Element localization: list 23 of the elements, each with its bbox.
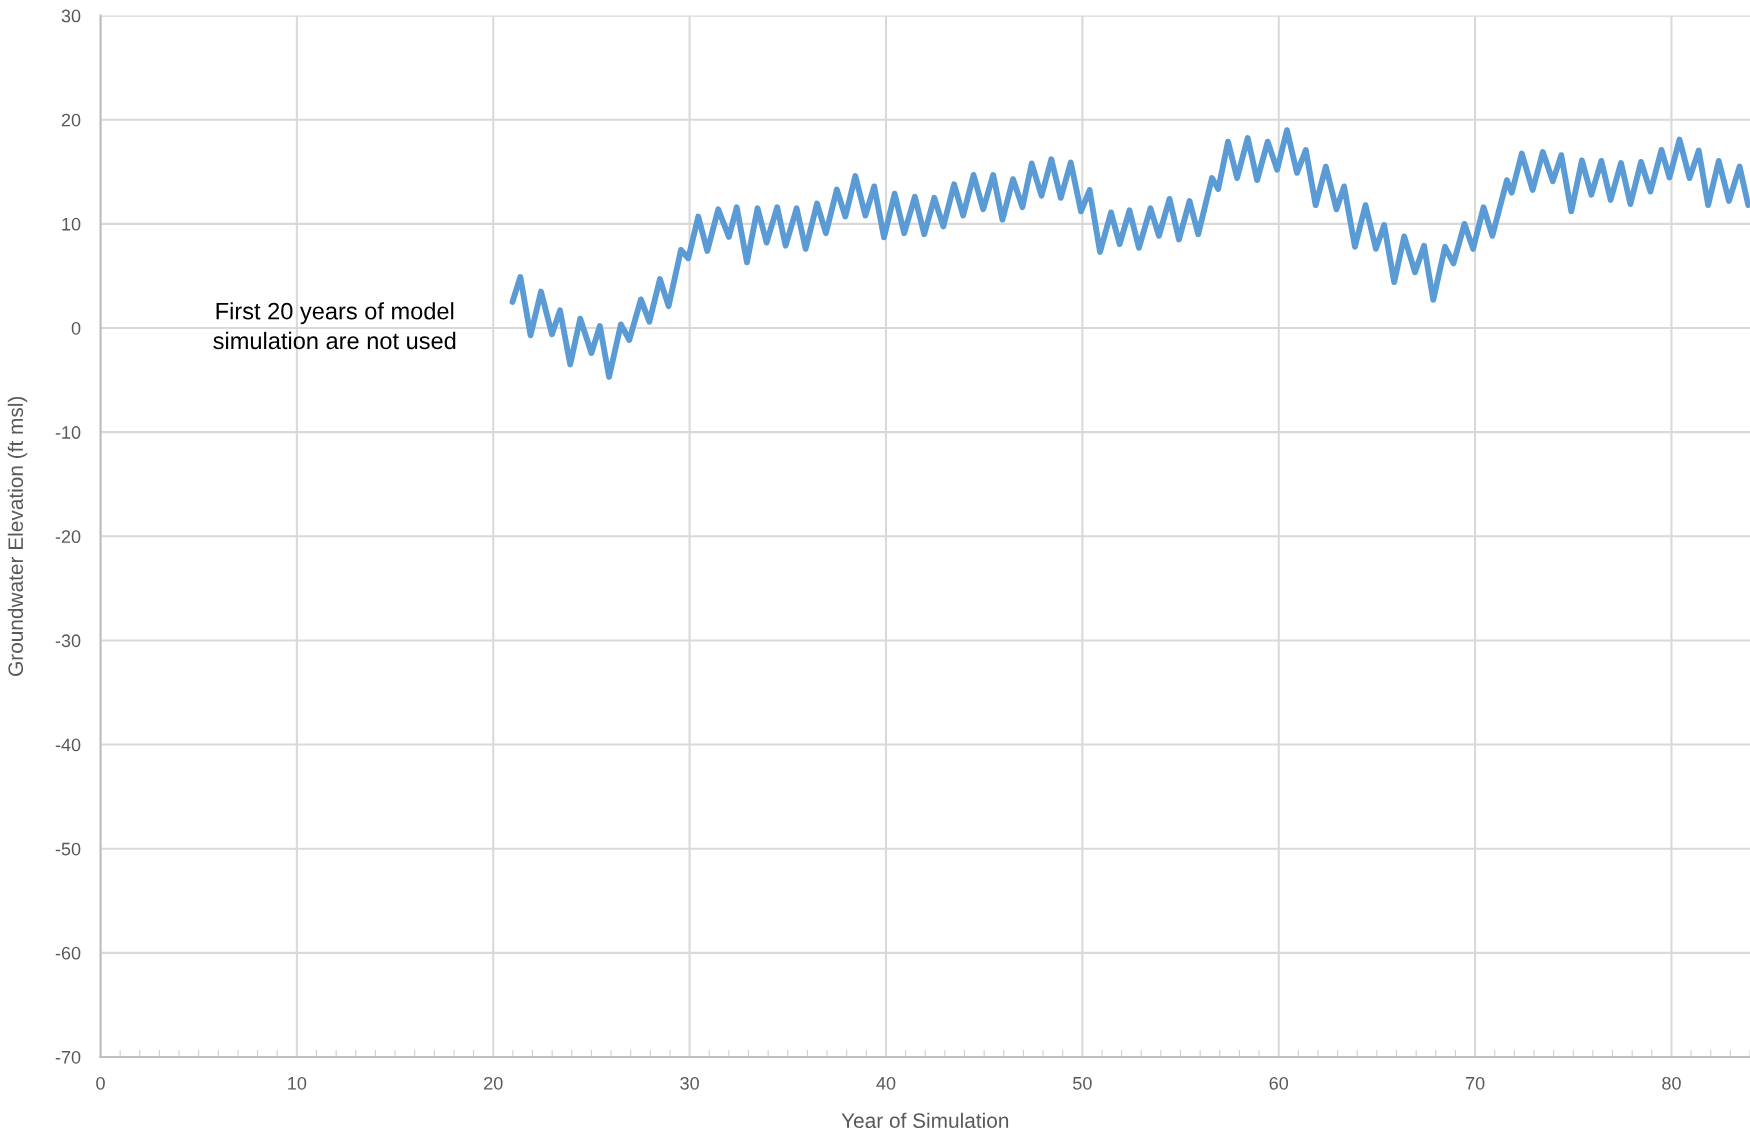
y-tick-label: -40	[55, 738, 81, 752]
y-tick-label: 10	[62, 217, 81, 231]
x-tick-label: 50	[1073, 1076, 1092, 1090]
y-axis-title: Groundwater Elevation (ft msl)	[7, 396, 28, 676]
x-tick-label: 0	[96, 1076, 105, 1090]
x-tick-label: 40	[876, 1076, 896, 1090]
y-tick-label: -60	[55, 946, 81, 960]
y-tick-label: -20	[55, 530, 81, 544]
y-tick-label: -50	[55, 842, 81, 856]
y-tick-label: -10	[55, 426, 81, 439]
x-axis-title: Year of Simulation	[841, 1112, 1009, 1129]
y-tick-label: -70	[55, 1050, 81, 1064]
y-tick-label: 30	[61, 9, 81, 23]
x-tick-label: 80	[1662, 1076, 1681, 1090]
x-tick-label: 30	[680, 1076, 699, 1090]
y-tick-label: -30	[55, 634, 81, 648]
x-tick-label: 20	[484, 1076, 503, 1090]
annotation: First 20 years of model simulation are not used	[213, 302, 456, 350]
y-tick-label: 20	[61, 113, 81, 127]
x-tick-label: 60	[1269, 1076, 1289, 1090]
x-tick-label: 10	[288, 1076, 307, 1090]
x-tick-label: 70	[1465, 1076, 1485, 1090]
y-tick-label: 0	[71, 321, 81, 335]
